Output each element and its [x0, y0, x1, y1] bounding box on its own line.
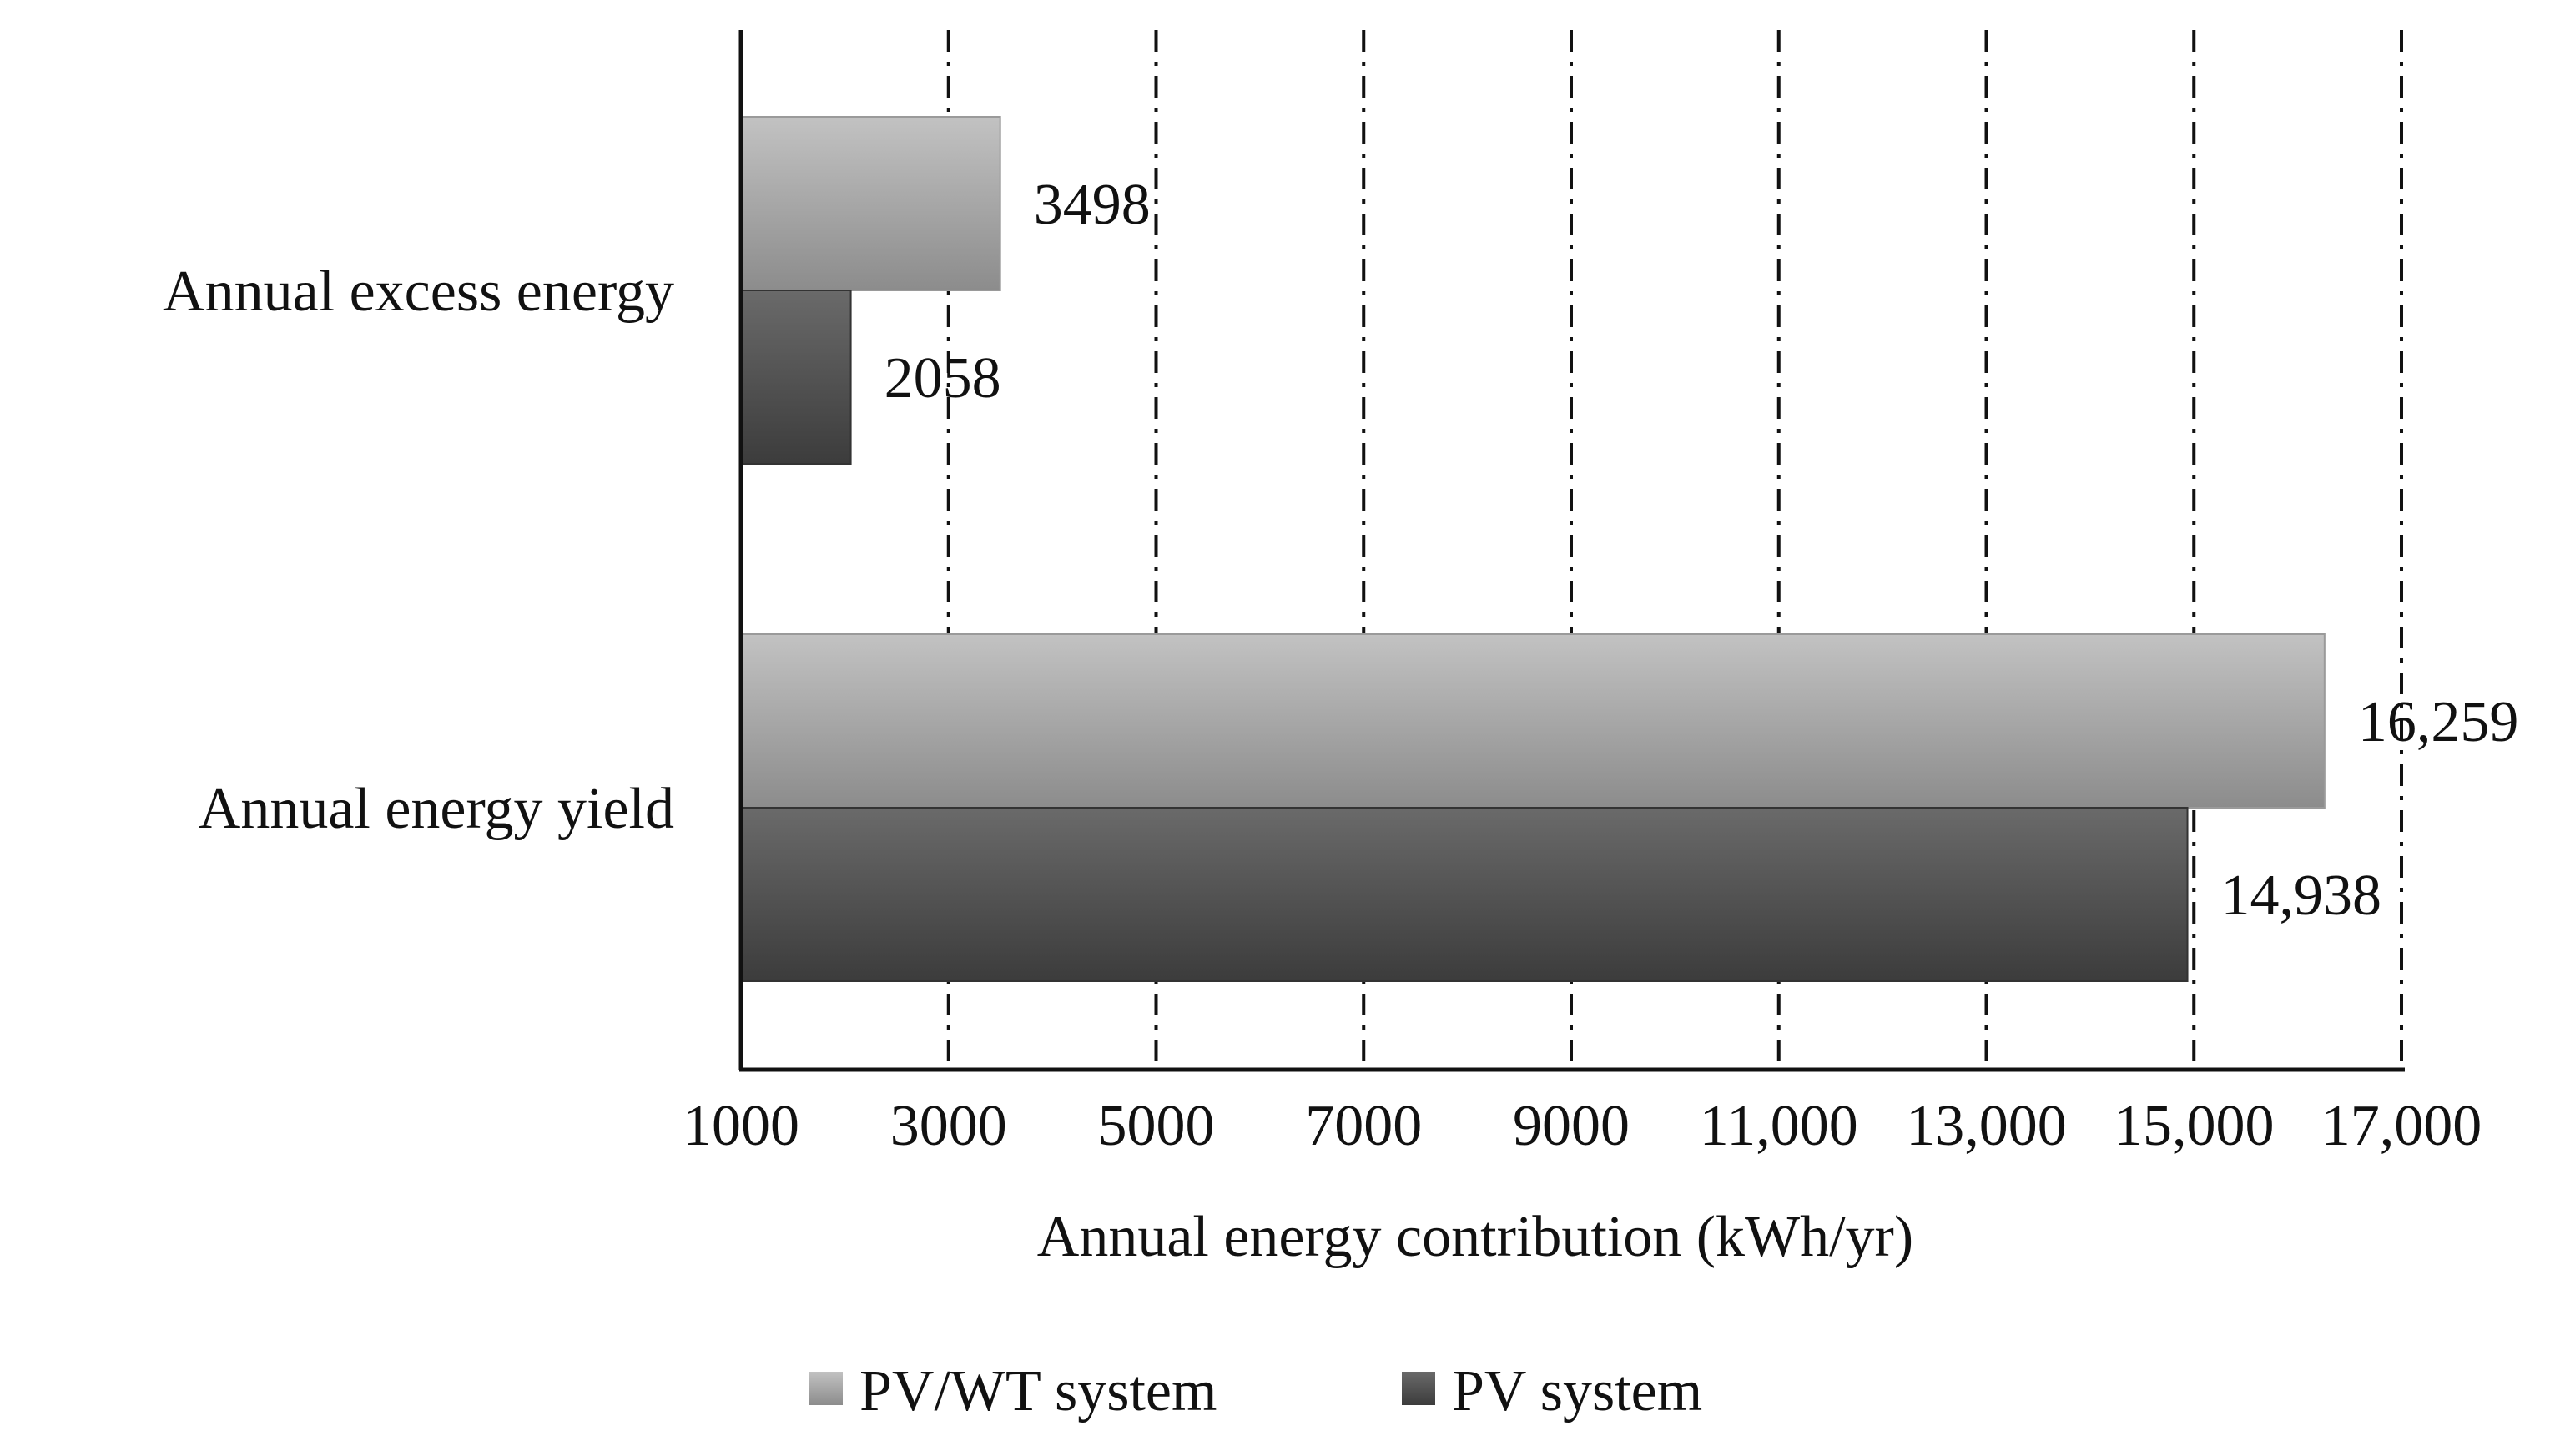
legend-swatch-pv [1402, 1372, 1435, 1405]
x-tick-label: 11,000 [1700, 1094, 1858, 1158]
legend: PV/WT system PV system [809, 1359, 1702, 1423]
bar-pv-1 [742, 807, 2189, 982]
category-label: Annual excess energy [163, 259, 674, 324]
x-tick-label: 9000 [1513, 1094, 1630, 1158]
bar-pv-wt-0 [742, 116, 1001, 291]
legend-swatch-pv-wt [809, 1372, 843, 1405]
data-label: 2058 [884, 346, 1001, 411]
x-tick-label: 17,000 [2321, 1094, 2482, 1158]
x-tick-label: 3000 [890, 1094, 1007, 1158]
x-tick-label: 15,000 [2114, 1094, 2275, 1158]
x-tick-label: 13,000 [1906, 1094, 2067, 1158]
x-tick-label: 1000 [683, 1094, 799, 1158]
data-label: 3498 [1034, 173, 1151, 237]
legend-label-pv-wt: PV/WT system [859, 1359, 1217, 1423]
data-label: 16,259 [2358, 690, 2519, 754]
bars [742, 116, 2326, 982]
axes [738, 30, 2405, 1072]
category-label: Annual energy yield [199, 777, 674, 841]
labels: 3498 2058 Annual excess energy 16,259 14,938… [163, 173, 2518, 1269]
x-tick-label: 7000 [1305, 1094, 1422, 1158]
x-tick-label: 5000 [1098, 1094, 1215, 1158]
x-axis-title: Annual energy contribution (kWh/yr) [1037, 1205, 1913, 1269]
legend-label-pv: PV system [1452, 1359, 1702, 1423]
data-label: 14,938 [2221, 864, 2382, 928]
bar-pv-0 [742, 290, 852, 465]
grid-lines [946, 30, 2403, 1070]
bar-pv-wt-1 [742, 633, 2326, 809]
